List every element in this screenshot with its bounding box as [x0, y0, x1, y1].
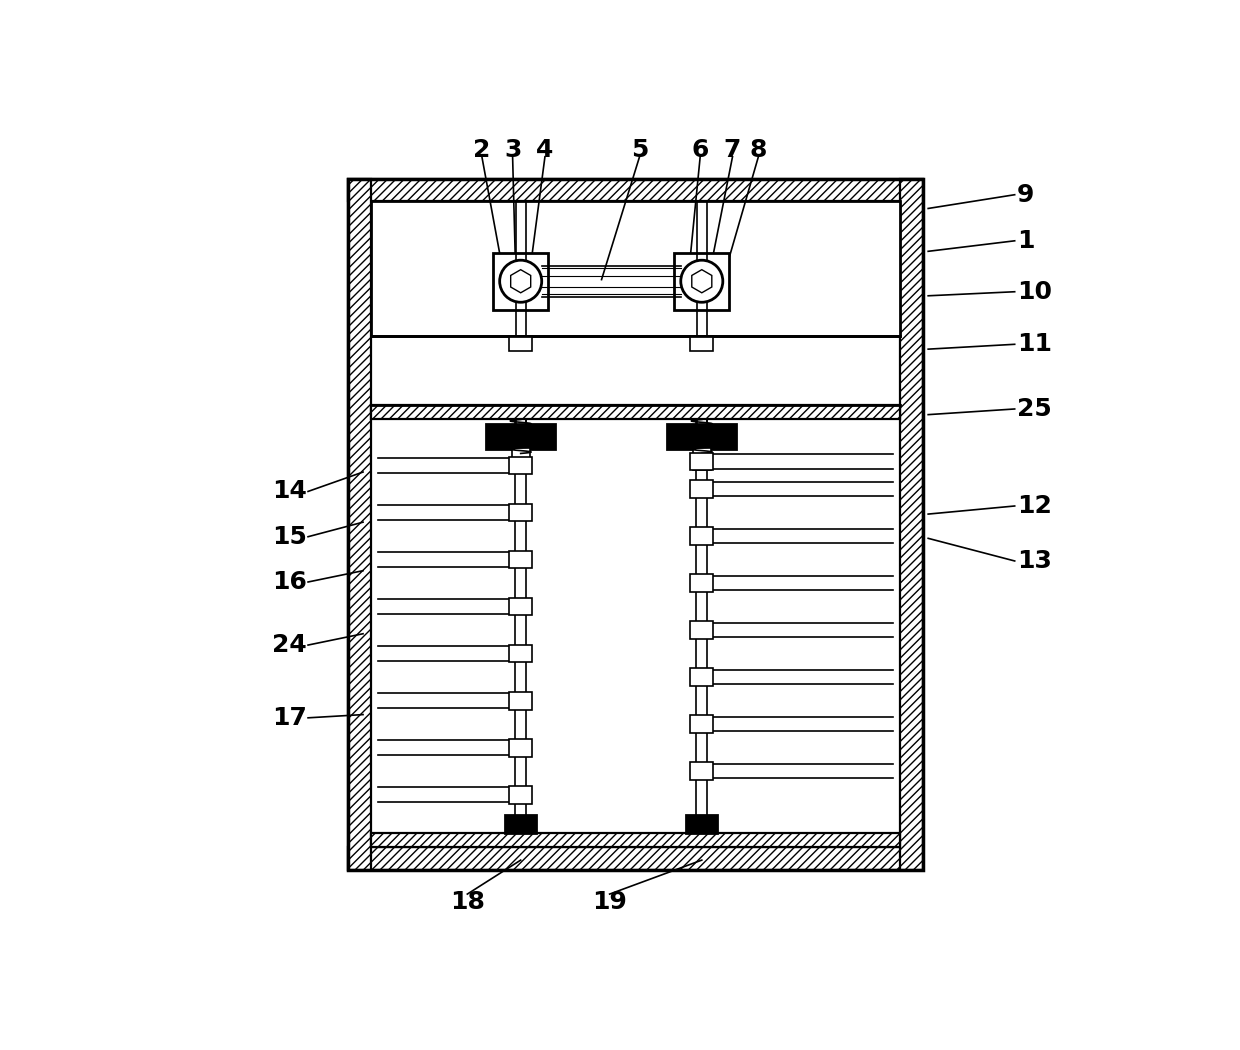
Bar	[510, 550, 532, 568]
Text: 9: 9	[1017, 183, 1034, 207]
Bar	[691, 622, 713, 639]
Bar	[687, 815, 717, 833]
Bar	[348, 847, 923, 869]
Bar	[510, 504, 532, 522]
Bar	[510, 336, 532, 351]
Bar	[348, 178, 371, 869]
Text: 7: 7	[724, 139, 742, 163]
Circle shape	[500, 260, 542, 302]
Bar	[691, 762, 713, 780]
Bar	[675, 253, 729, 310]
Text: 19: 19	[593, 890, 627, 915]
Polygon shape	[511, 270, 531, 293]
Text: 13: 13	[1017, 549, 1052, 573]
Text: 14: 14	[272, 480, 306, 503]
Bar	[691, 453, 713, 470]
Bar	[691, 574, 713, 592]
Text: 15: 15	[272, 525, 306, 549]
Bar	[667, 423, 737, 449]
Bar	[371, 405, 900, 420]
Text: 3: 3	[503, 139, 521, 163]
Text: 4: 4	[536, 139, 553, 163]
Text: 6: 6	[692, 139, 709, 163]
Circle shape	[512, 273, 528, 289]
Text: 16: 16	[272, 570, 306, 594]
Text: 18: 18	[450, 890, 485, 915]
Bar	[510, 785, 532, 803]
Text: 8: 8	[750, 139, 768, 163]
Text: 12: 12	[1017, 494, 1052, 518]
Bar	[506, 815, 536, 833]
Bar	[691, 527, 713, 545]
Bar	[691, 336, 713, 351]
Text: 5: 5	[631, 139, 649, 163]
Bar	[371, 833, 900, 847]
Bar	[900, 178, 923, 869]
Text: 10: 10	[1017, 279, 1052, 303]
Bar	[494, 253, 548, 310]
Bar	[691, 668, 713, 686]
Bar	[371, 202, 900, 336]
Bar	[348, 178, 923, 869]
Polygon shape	[692, 270, 712, 293]
Text: 17: 17	[272, 706, 306, 730]
Bar	[348, 178, 923, 202]
Text: 1: 1	[1017, 229, 1034, 253]
Circle shape	[681, 260, 723, 302]
Bar	[510, 597, 532, 615]
Bar	[691, 715, 713, 733]
Bar	[512, 447, 529, 470]
Bar	[486, 423, 556, 449]
Text: 11: 11	[1017, 332, 1052, 356]
Text: 2: 2	[474, 139, 491, 163]
Bar	[510, 692, 532, 710]
Bar	[693, 447, 711, 470]
Text: 24: 24	[272, 633, 306, 657]
Bar	[691, 480, 713, 498]
Text: 25: 25	[1017, 397, 1052, 421]
Bar	[510, 739, 532, 756]
Circle shape	[694, 273, 709, 289]
Bar	[510, 457, 532, 475]
Bar	[510, 645, 532, 663]
